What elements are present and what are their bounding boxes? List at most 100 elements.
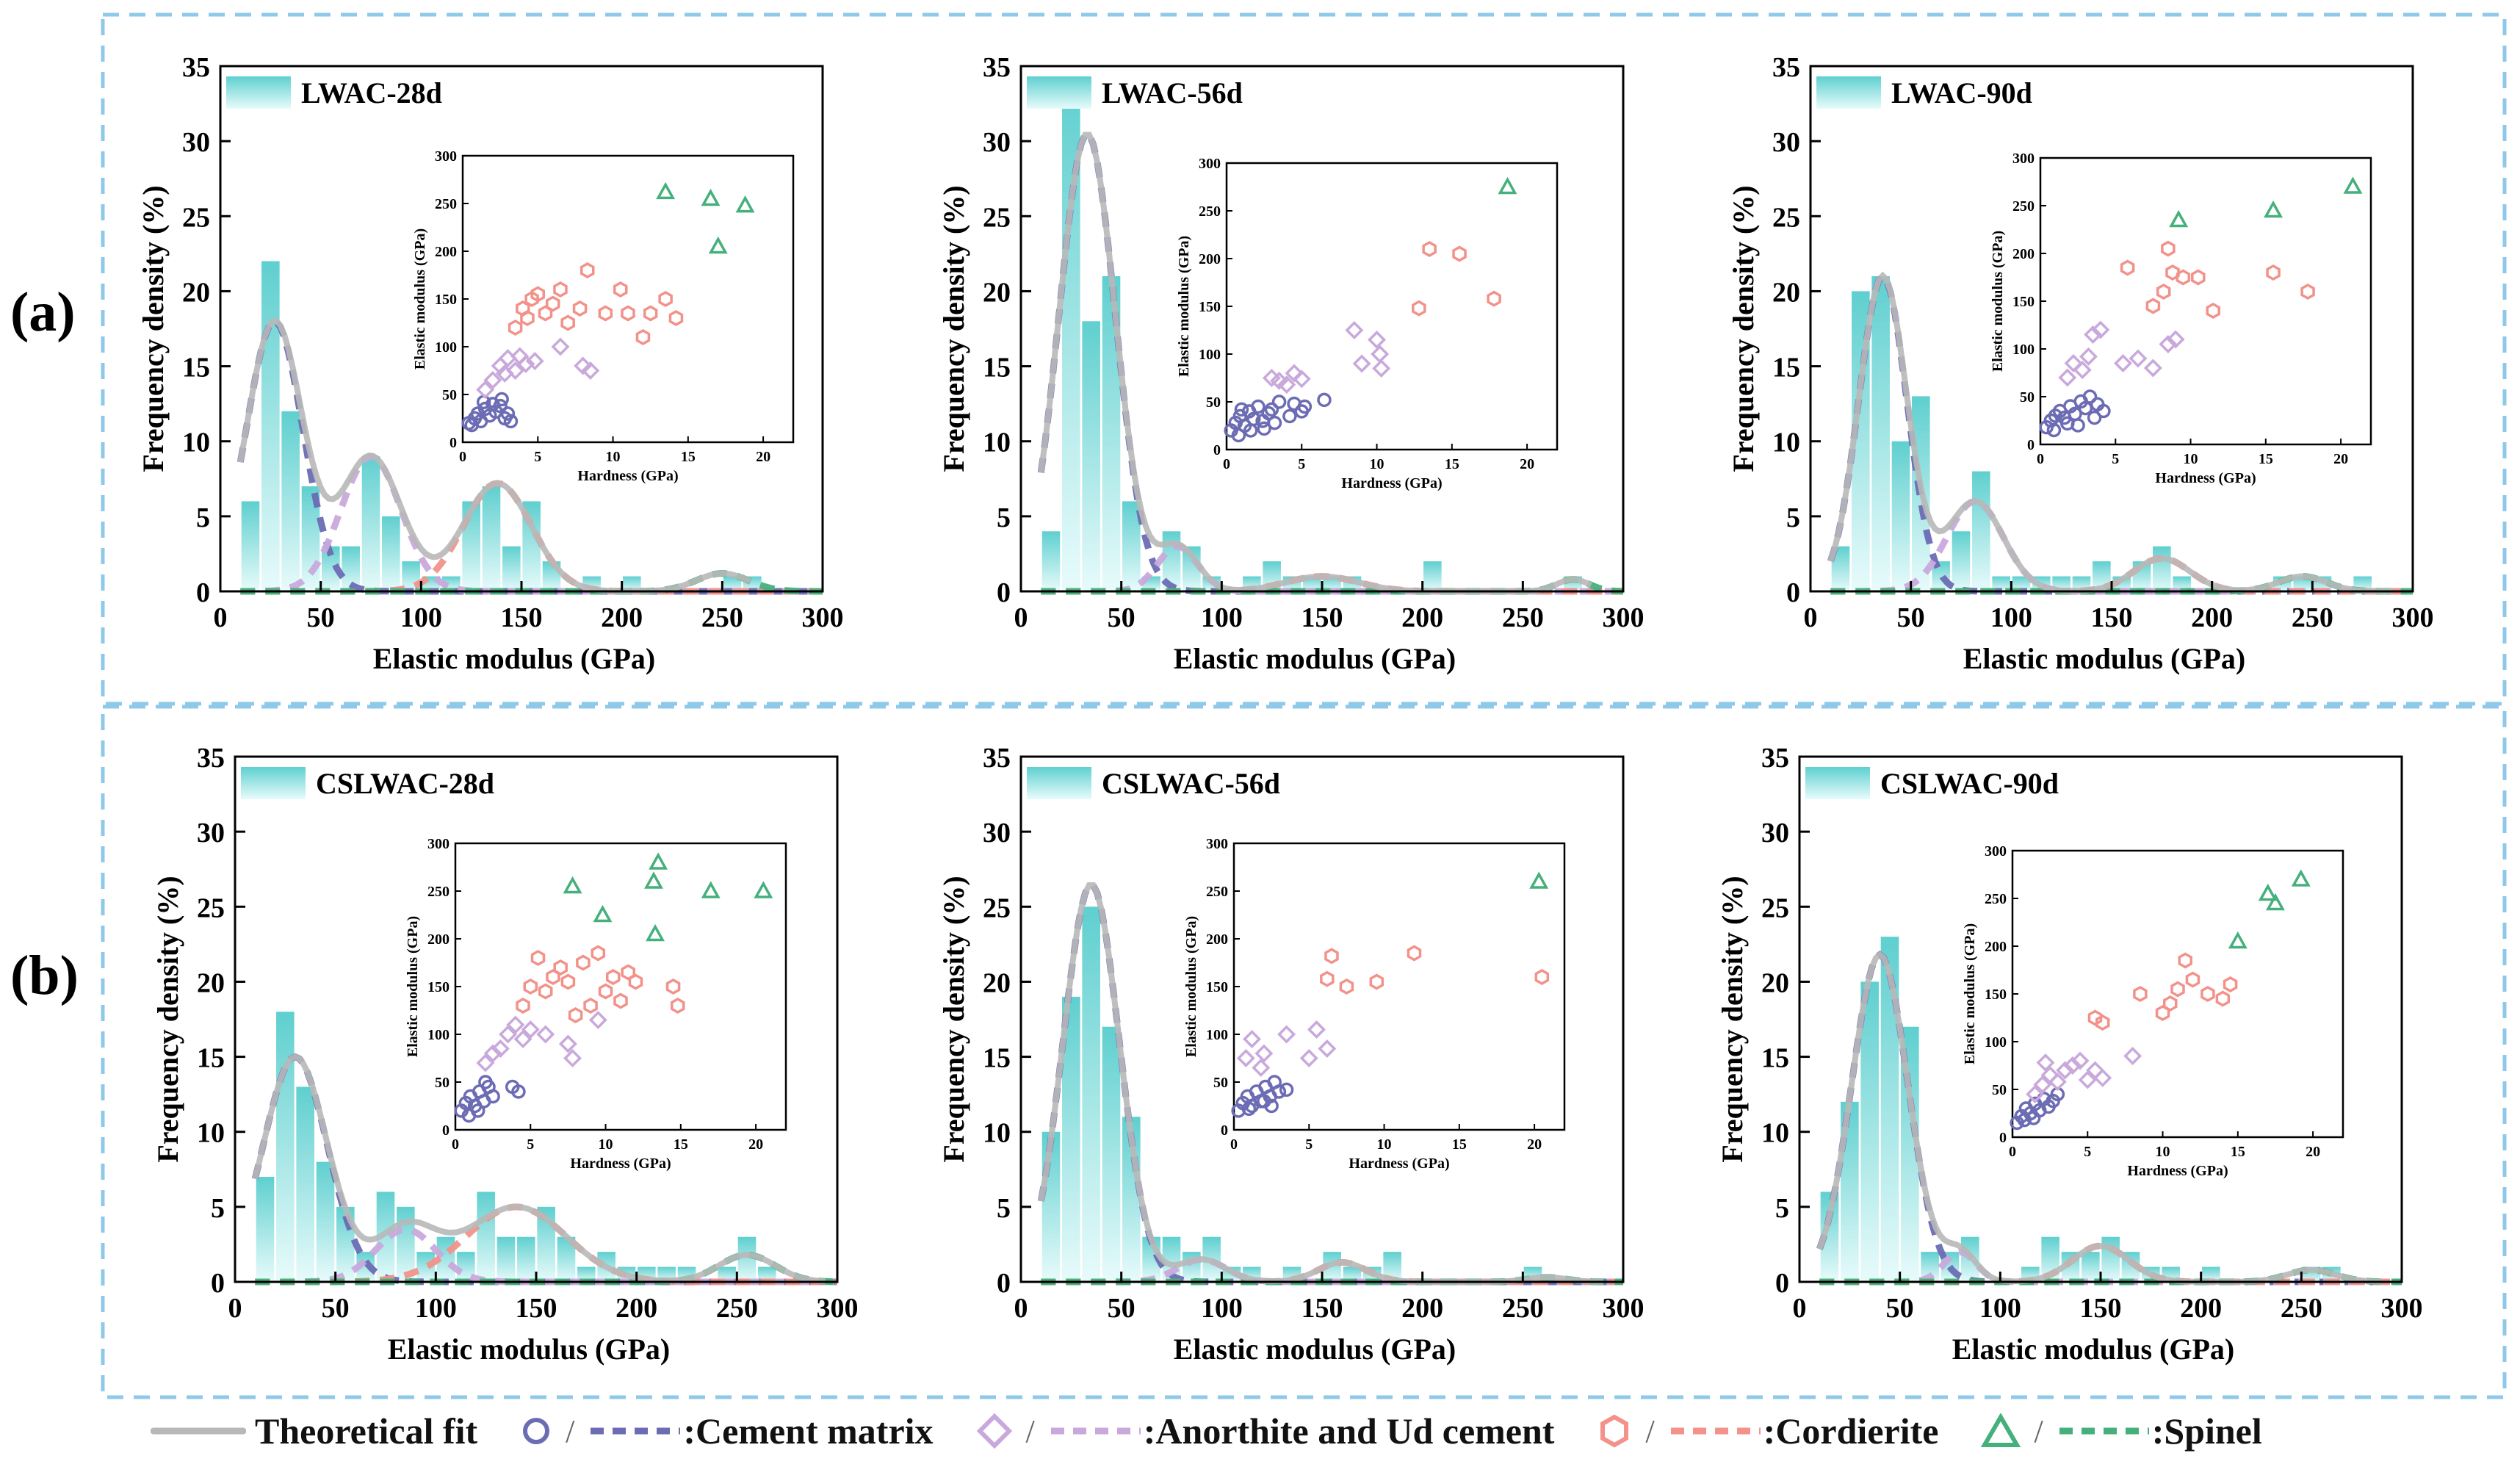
cordierite-point [583, 997, 598, 1014]
inset-x-tick-label: 10 [606, 449, 621, 465]
anorthite-point [2033, 1075, 2052, 1094]
y-tick-label: 35 [983, 52, 1011, 83]
y-tick-label: 30 [983, 818, 1011, 848]
anorthite-point [551, 337, 570, 356]
cement-point [1257, 421, 1271, 436]
inset-scatter: 0 50 100 150 200 250 300 0 5 10 15 20 Hardness (GPa)… [1176, 156, 1559, 491]
histogram-bar [758, 1266, 776, 1282]
cordierite-point [1452, 245, 1467, 262]
anorthite-point [1277, 375, 1296, 394]
inset-y-tick-label: 200 [427, 931, 450, 948]
inset-y-tick-label: 250 [1199, 203, 1221, 220]
x-tick-label: 0 [1804, 602, 1818, 633]
histogram-bar [1891, 441, 1910, 591]
inset-y-tick-label: 0 [1213, 442, 1221, 458]
cordierite-point [553, 959, 568, 976]
cement-point [511, 1084, 526, 1099]
legend-anorthite-label: :Anorthite and Ud cement [1143, 1410, 1555, 1452]
inset-x-tick-label: 5 [2084, 1144, 2091, 1160]
cordierite-point [2266, 264, 2281, 281]
cement-point [478, 1075, 493, 1089]
inset-x-axis-label: Hardness (GPa) [1349, 1156, 1449, 1172]
spinel-point [2228, 931, 2248, 949]
inset-y-tick-label: 50 [435, 1075, 450, 1091]
cordierite-point [591, 945, 606, 962]
y-tick-label: 20 [983, 967, 1011, 998]
theoretical-fit-line [1816, 951, 2382, 1285]
legend-spinel-label: :Spinel [2151, 1410, 2262, 1452]
x-tick-label: 100 [1201, 602, 1243, 633]
legend-spinel: / :Spinel [1981, 1410, 2262, 1452]
anorthite-point [1368, 331, 1387, 349]
y-tick-label: 25 [182, 202, 210, 233]
histogram-bar [296, 1086, 314, 1282]
x-tick-label: 300 [1603, 1293, 1645, 1324]
y-tick-label: 0 [211, 1268, 225, 1299]
x-tick-label: 50 [322, 1293, 350, 1324]
inset-y-tick-label: 0 [2027, 437, 2035, 453]
dashed-line-icon [2059, 1427, 2149, 1435]
x-axis-label: Elastic modulus (GPa) [1952, 1333, 2234, 1366]
inset-y-tick-label: 300 [1199, 156, 1221, 172]
inset-x-tick-label: 10 [2184, 451, 2198, 467]
legend-separator: / [2034, 1413, 2043, 1449]
cement-point [1243, 423, 1258, 438]
cordierite-point [598, 983, 613, 1000]
histogram-bar [281, 411, 300, 591]
y-tick-label: 30 [983, 127, 1011, 158]
y-tick-label: 10 [182, 428, 210, 458]
y-tick-label: 20 [983, 277, 1011, 308]
y-tick-label: 35 [197, 743, 225, 774]
y-tick-label: 0 [1775, 1268, 1789, 1299]
y-tick-label: 35 [983, 743, 1011, 774]
x-tick-label: 300 [802, 602, 844, 633]
inset-x-tick-label: 5 [527, 1136, 534, 1153]
inset-x-tick-label: 5 [534, 449, 541, 465]
spinel-point [2169, 209, 2189, 228]
x-tick-label: 150 [2080, 1293, 2122, 1324]
cordierite-point [658, 290, 673, 308]
y-tick-label: 15 [182, 353, 210, 383]
x-tick-label: 250 [2281, 1293, 2322, 1324]
histogram-bar [718, 1266, 736, 1282]
spinel-point [2343, 176, 2363, 194]
triangle-marker-icon [1981, 1413, 2021, 1447]
cement-point [2078, 400, 2093, 416]
histogram-bar [477, 1192, 495, 1282]
inset-y-tick-label: 150 [2012, 294, 2035, 310]
cordierite-point [530, 949, 546, 967]
inset-x-tick-label: 10 [2156, 1144, 2170, 1160]
histogram-bar [1041, 531, 1061, 591]
x-tick-label: 300 [2381, 1293, 2423, 1324]
inset-x-tick-label: 0 [452, 1136, 459, 1153]
cordierite-point [545, 295, 560, 312]
x-tick-label: 200 [601, 602, 643, 633]
cordierite-point [628, 973, 643, 990]
legend-cordierite-label: :Cordierite [1763, 1410, 1939, 1452]
hexagon-marker-icon [1600, 1414, 1629, 1448]
inset-y-tick-label: 0 [442, 1122, 450, 1139]
y-tick-label: 20 [197, 967, 225, 998]
spinel-point [735, 195, 755, 213]
title-swatch [1816, 76, 1881, 109]
inset-x-tick-label: 20 [1527, 1136, 1542, 1153]
cordierite-point [568, 1006, 583, 1024]
x-tick-label: 200 [2191, 602, 2233, 633]
anorthite-point [1236, 1049, 1255, 1067]
histogram-bar [2293, 576, 2311, 591]
y-axis-label: Frequency density (%) [937, 185, 970, 472]
panel-title: CSLWAC-56d [1102, 767, 1280, 800]
y-tick-label: 25 [983, 202, 1011, 233]
y-tick-label: 10 [1772, 428, 1800, 458]
panel-title: LWAC-28d [301, 76, 442, 109]
y-tick-label: 5 [1775, 1193, 1789, 1224]
cordierite-point [1407, 945, 1422, 962]
x-tick-label: 200 [1401, 602, 1443, 633]
y-tick-label: 0 [997, 1268, 1011, 1299]
cement-point [1251, 399, 1266, 414]
histogram-bar [261, 261, 280, 591]
anorthite-point [483, 371, 502, 389]
inset-y-tick-label: 150 [427, 979, 450, 995]
spinel-point [563, 876, 582, 894]
anorthite-point [2026, 1085, 2045, 1103]
